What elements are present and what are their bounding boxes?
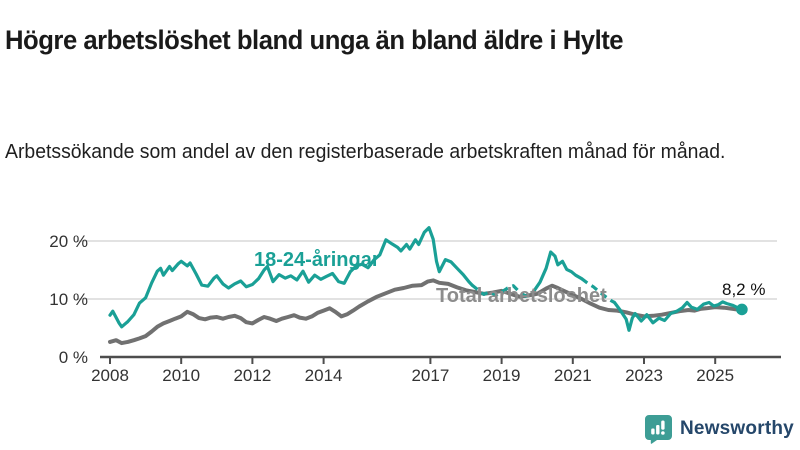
newsworthy-logo-icon (644, 414, 673, 444)
x-tick-label: 2017 (411, 366, 450, 385)
series-line-youth (612, 300, 744, 332)
series-line-youth (108, 226, 474, 329)
y-tick-label: 10 % (49, 290, 88, 309)
x-tick-label: 2019 (482, 366, 521, 385)
series-line-youth (580, 277, 616, 304)
series-line-youth (532, 250, 584, 292)
x-tick-label: 2014 (304, 366, 343, 385)
x-tick-label: 2023 (625, 366, 663, 385)
y-tick-label: 0 % (58, 348, 88, 367)
x-tick-label: 2021 (553, 366, 592, 385)
x-tick-label: 2010 (162, 366, 201, 385)
y-tick-label: 20 % (49, 232, 88, 251)
series-label-youth: 18-24-åringar (254, 249, 380, 271)
page-title: Högre arbetslöshet bland unga än bland ä… (5, 25, 624, 56)
x-tick-label: 2012 (233, 366, 272, 385)
series-line-total (108, 278, 743, 346)
series-line-youth (471, 283, 536, 298)
endpoint-dot (736, 303, 748, 316)
x-tick-label: 2025 (696, 366, 735, 385)
series-label-total: Total arbetslöshet (436, 285, 607, 307)
chart-subtitle: Arbetssökande som andel av den registerb… (5, 141, 726, 163)
brand-name: Newsworthy (680, 418, 794, 439)
x-tick-label: 2008 (91, 366, 129, 385)
endpoint-value-label: 8,2 % (722, 280, 766, 299)
newsworthy-brand[interactable]: Newsworthy (644, 414, 794, 444)
